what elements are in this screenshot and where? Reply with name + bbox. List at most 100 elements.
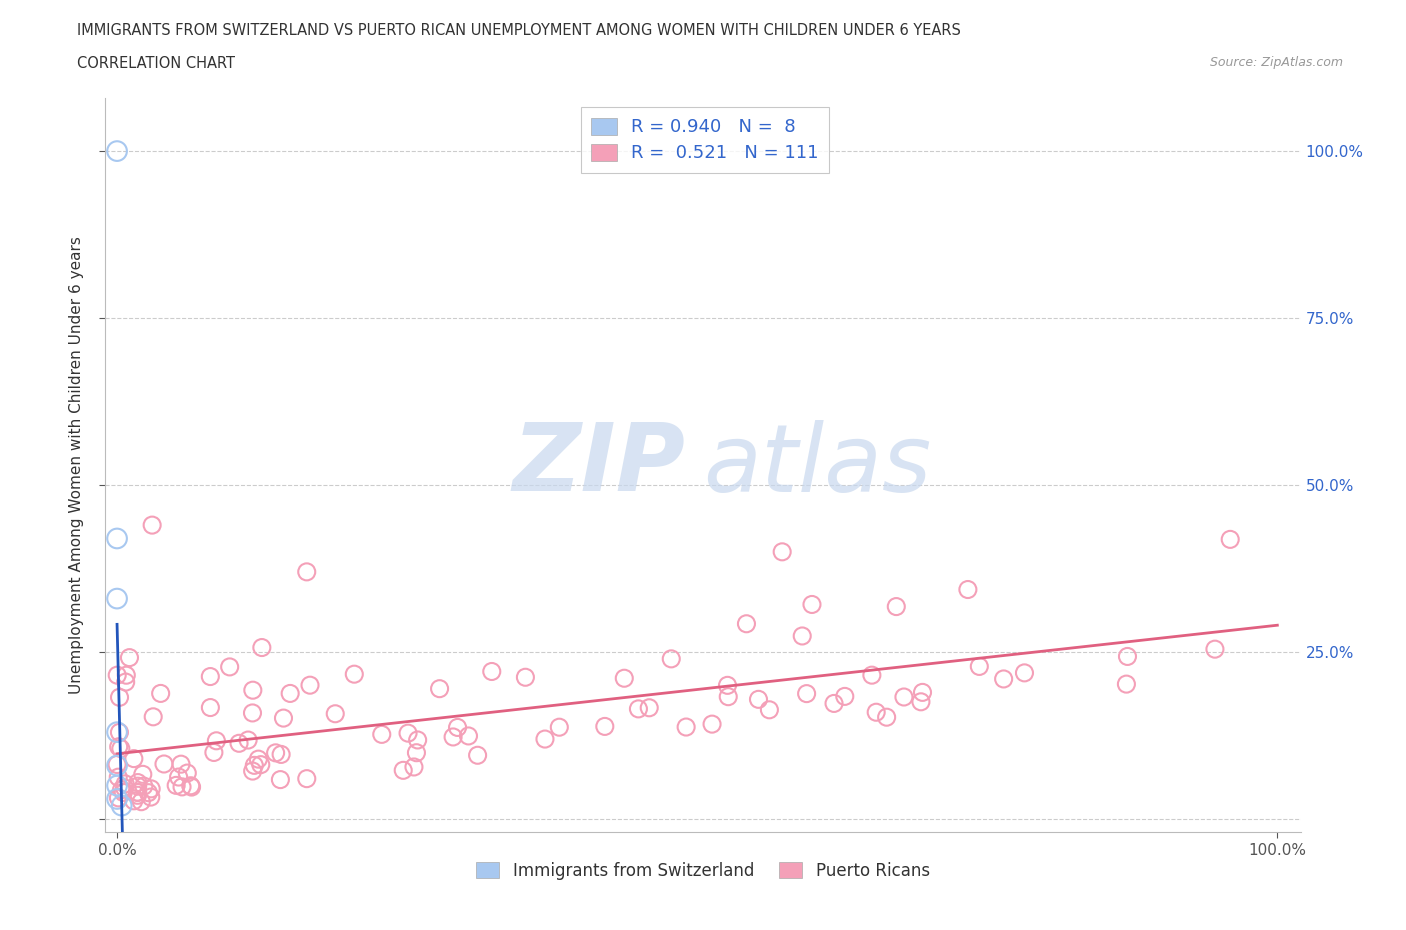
Point [735,617,758,631]
Point [127,788,149,803]
Text: Source: ZipAtlas.com: Source: ZipAtlas.com [1209,56,1343,69]
Point [170,779,193,794]
Point [747,692,769,707]
Point [770,544,793,559]
Point [371,727,394,742]
Point [105,791,128,806]
Point [298,678,321,693]
Point [202,745,225,760]
Point [242,706,264,721]
Text: ZIP: ZIP [512,419,685,511]
Point [429,682,451,697]
Point [993,671,1015,686]
Point [796,686,818,701]
Point [956,582,979,597]
Point [236,733,259,748]
Point [114,780,136,795]
Point [1115,677,1137,692]
Point [105,591,128,606]
Point [613,671,636,685]
Text: CORRELATION CHART: CORRELATION CHART [77,56,235,71]
Point [249,757,271,772]
Point [110,782,132,797]
Point [893,689,915,704]
Point [122,751,145,766]
Point [132,778,155,793]
Point [823,696,845,711]
Point [834,689,856,704]
Point [1014,666,1036,681]
Point [295,771,318,786]
Legend: Immigrants from Switzerland, Puerto Ricans: Immigrants from Switzerland, Puerto Rica… [470,855,936,886]
Point [105,143,128,158]
Point [801,597,824,612]
Point [515,670,537,684]
Point [127,785,149,800]
Point [105,724,128,739]
Point [278,686,301,701]
Point [295,565,318,579]
Point [107,790,129,805]
Text: atlas: atlas [703,419,931,511]
Point [105,757,128,772]
Point [165,777,187,792]
Point [247,751,270,766]
Point [176,765,198,780]
Point [910,695,932,710]
Point [105,778,128,793]
Point [406,733,429,748]
Point [110,741,132,756]
Point [717,689,740,704]
Point [273,711,295,725]
Point [638,700,661,715]
Point [467,748,489,763]
Point [141,518,163,533]
Point [446,720,468,735]
Point [105,758,128,773]
Point [129,794,152,809]
Point [884,599,907,614]
Point [200,700,222,715]
Point [481,664,503,679]
Point [108,724,131,739]
Point [269,772,291,787]
Point [548,720,571,735]
Point [118,650,141,665]
Point [593,719,616,734]
Point [142,710,165,724]
Point [114,777,136,791]
Point [112,785,135,800]
Point [270,747,292,762]
Point [127,776,149,790]
Point [716,678,738,693]
Point [167,770,190,785]
Point [153,757,176,772]
Point [392,763,415,777]
Point [323,706,346,721]
Point [228,736,250,751]
Point [107,739,129,754]
Point [659,651,682,666]
Point [205,734,228,749]
Point [1116,649,1139,664]
Point [969,659,991,674]
Point [180,779,202,794]
Point [149,686,172,701]
Point [865,705,887,720]
Point [700,717,723,732]
Point [242,764,264,778]
Point [1219,532,1241,547]
Point [534,732,557,747]
Point [180,778,202,793]
Point [200,669,222,684]
Point [441,729,464,744]
Point [264,746,287,761]
Point [457,728,479,743]
Point [911,684,934,699]
Point [107,770,129,785]
Point [243,758,266,773]
Point [105,668,128,683]
Point [405,745,427,760]
Point [122,793,145,808]
Point [396,725,419,740]
